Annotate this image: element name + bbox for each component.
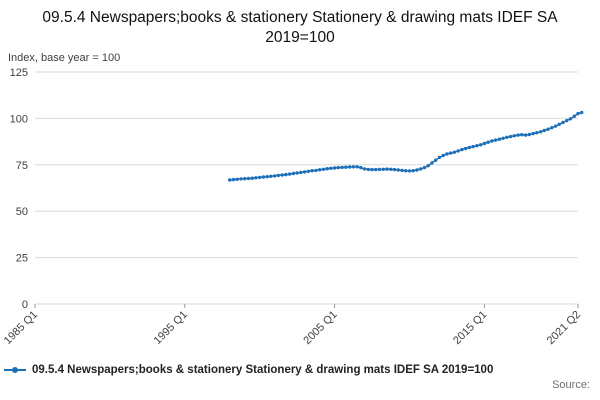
svg-text:2021 Q2: 2021 Q2: [545, 309, 583, 347]
svg-text:2005 Q1: 2005 Q1: [301, 309, 339, 347]
svg-text:75: 75: [16, 160, 28, 172]
source-label: Source:: [552, 379, 590, 392]
svg-text:25: 25: [16, 253, 28, 265]
svg-text:125: 125: [10, 67, 28, 79]
svg-text:2015 Q1: 2015 Q1: [451, 309, 489, 347]
y-axis-note: Index, base year = 100: [8, 52, 121, 65]
svg-text:0: 0: [22, 299, 28, 311]
svg-text:1995 Q1: 1995 Q1: [152, 309, 190, 347]
legend: 09.5.4 Newspapers;books & stationery Sta…: [0, 364, 600, 376]
svg-text:1985 Q1: 1985 Q1: [2, 309, 40, 347]
line-chart: 0 25 50 75 100 125 1985 Q1 1995 Q1 2005 Q1 2015 Q…: [2, 67, 584, 347]
legend-label: 09.5.4 Newspapers;books & stationery Sta…: [32, 364, 494, 377]
svg-text:100: 100: [10, 114, 28, 126]
chart-title: 09.5.4 Newspapers;books & stationery Sta…: [42, 9, 558, 47]
legend-line-marker-icon: [4, 367, 26, 374]
svg-text:50: 50: [16, 206, 28, 218]
